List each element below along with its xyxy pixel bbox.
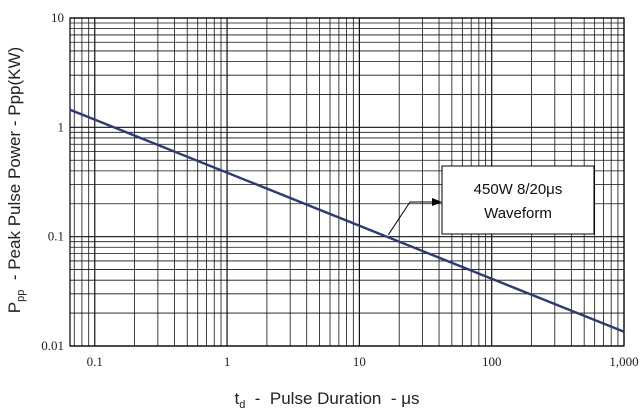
y-label-main: P	[5, 302, 24, 313]
y-tick-labels: 0.01 0.1 1 10	[41, 10, 64, 353]
annotation-arrowhead	[432, 198, 442, 206]
annotation-leader-line	[387, 201, 411, 235]
x-tick-label: 0.1	[87, 354, 103, 369]
plot-frame	[69, 17, 625, 347]
x-label-main: t	[234, 389, 239, 408]
annotation-box	[441, 165, 595, 235]
y-tick-label: 10	[51, 10, 64, 25]
x-label-rest: - Pulse Duration - μs	[245, 389, 419, 408]
series-layer	[69, 108, 625, 333]
y-tick-label: 1	[58, 119, 65, 134]
waveform-annotation: 450W 8/20μs Waveform	[387, 165, 595, 235]
x-tick-label: 1,000	[609, 354, 638, 369]
annotation-line-1: 450W 8/20μs	[474, 181, 563, 198]
y-axis-label: Ppp - Peak Pulse Power - Ppp(KW)	[5, 47, 27, 313]
y-tick-label: 0.01	[41, 338, 64, 353]
x-tick-label: 1	[224, 354, 231, 369]
annotation-line-2: Waveform	[484, 205, 552, 222]
y-tick-label: 0.1	[48, 229, 64, 244]
minor-grid	[70, 18, 624, 346]
y-label-sub: pp	[15, 290, 27, 302]
x-label-sub: d	[239, 399, 245, 411]
x-tick-labels: 0.1 1 10 100 1,000	[87, 354, 639, 369]
x-axis-label: td - Pulse Duration - μs	[234, 389, 419, 411]
x-tick-label: 10	[353, 354, 366, 369]
y-label-rest: - Peak Pulse Power - Ppp(KW)	[5, 47, 24, 290]
x-tick-label: 100	[482, 354, 502, 369]
series-line-0	[69, 108, 625, 333]
